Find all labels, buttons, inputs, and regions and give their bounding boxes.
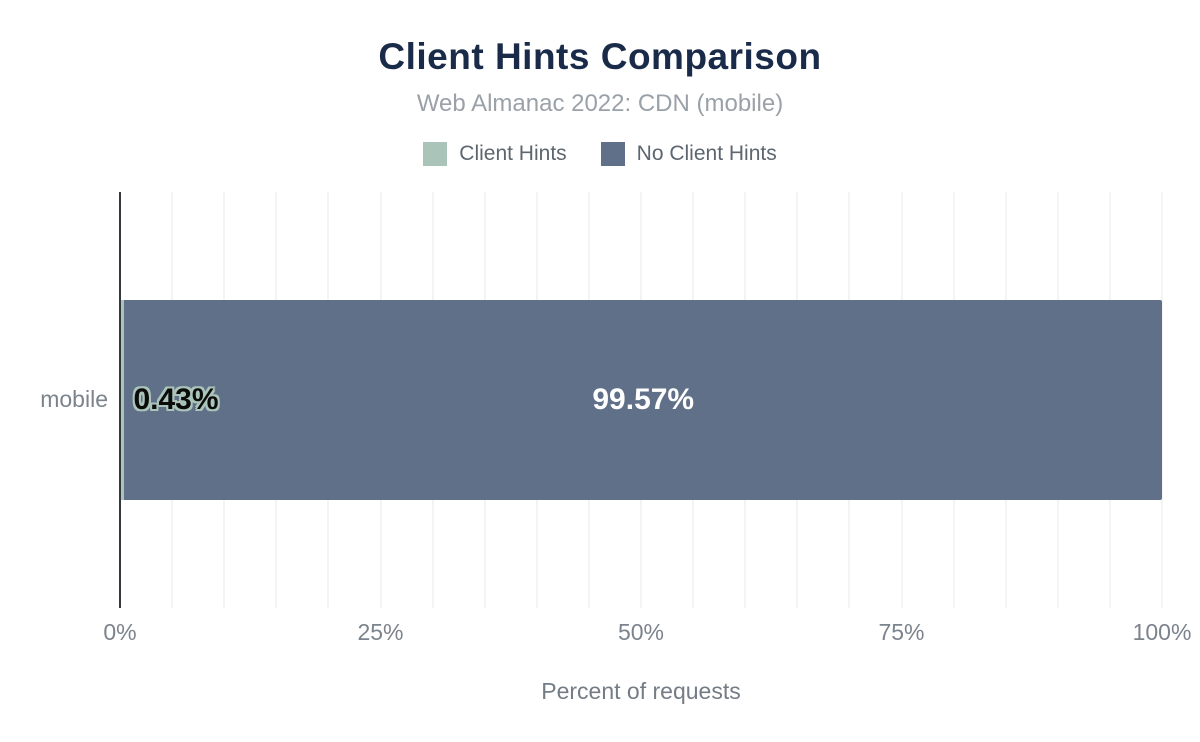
chart-subtitle: Web Almanac 2022: CDN (mobile)	[416, 90, 784, 117]
plot-area: 0.43% 99.57% 0% 25% 50% 75% 100%	[103, 192, 1191, 645]
x-tick-label: 50%	[617, 619, 665, 645]
legend-item-client-hints[interactable]: Client Hints	[423, 142, 567, 166]
legend-swatch-no-client-hints-icon	[600, 142, 625, 166]
bar-row-mobile: 0.43% 99.57%	[120, 300, 1162, 500]
x-axis-title: Percent of requests	[541, 678, 741, 704]
bar-segment-client-hints[interactable]	[120, 300, 125, 500]
y-category-label-mobile: mobile	[40, 386, 108, 412]
bar-value-label-client-hints: 0.43%	[133, 383, 219, 416]
x-tick-label: 100%	[1132, 619, 1192, 645]
gridline	[1161, 192, 1163, 608]
y-axis-line	[119, 192, 121, 608]
legend-label-no-client-hints: No Client Hints	[636, 142, 777, 165]
legend: Client Hints No Client Hints	[0, 142, 1200, 166]
legend-label-client-hints: Client Hints	[459, 142, 567, 165]
x-tick-label: 25%	[357, 619, 404, 645]
x-tick-label: 0%	[103, 619, 137, 645]
legend-item-no-client-hints[interactable]: No Client Hints	[600, 142, 777, 166]
bar-segment-no-client-hints[interactable]	[124, 300, 1162, 500]
bar-value-label-no-client-hints: 99.57%	[592, 383, 695, 416]
legend-swatch-client-hints-icon	[423, 142, 448, 166]
page-title: Client Hints Comparison	[378, 36, 822, 77]
x-tick-label: 75%	[878, 619, 925, 645]
